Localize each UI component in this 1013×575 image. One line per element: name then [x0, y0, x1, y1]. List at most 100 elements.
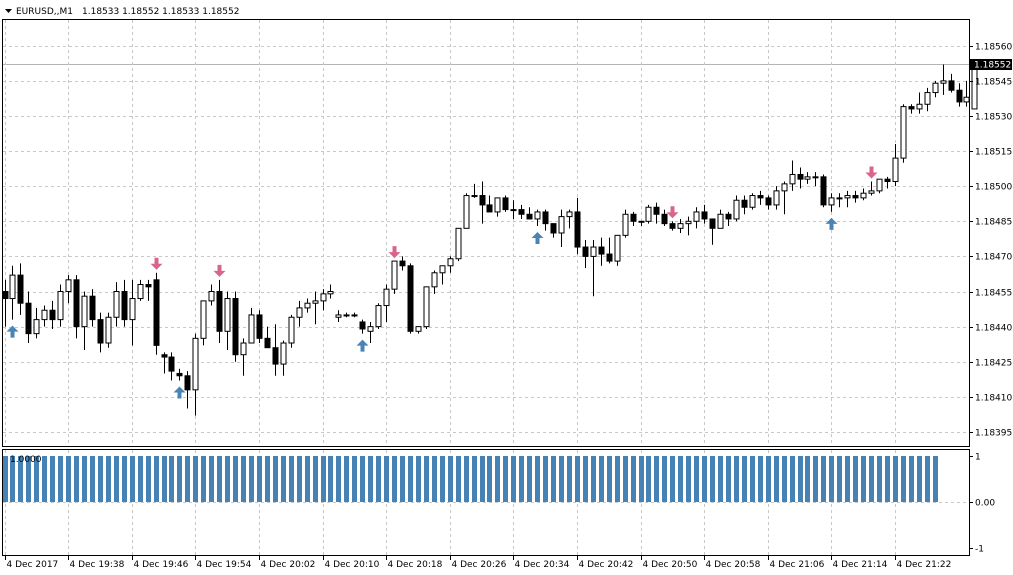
candle[interactable]	[892, 144, 899, 187]
candle[interactable]	[661, 209, 668, 226]
candle[interactable]	[184, 371, 191, 409]
candle[interactable]	[590, 240, 597, 297]
candle[interactable]	[439, 265, 446, 285]
candle[interactable]	[653, 202, 660, 224]
candle[interactable]	[844, 190, 851, 208]
candle[interactable]	[709, 218, 716, 245]
candle[interactable]	[502, 195, 509, 212]
candle[interactable]	[423, 286, 430, 329]
candle[interactable]	[121, 279, 128, 327]
candle[interactable]	[296, 300, 303, 327]
candle[interactable]	[701, 204, 708, 224]
candle[interactable]	[757, 190, 764, 205]
candle[interactable]	[73, 275, 80, 339]
candle[interactable]	[49, 300, 56, 329]
candle[interactable]	[367, 321, 374, 344]
candle[interactable]	[81, 291, 88, 351]
candle[interactable]	[25, 291, 32, 344]
candle[interactable]	[932, 80, 939, 98]
candle[interactable]	[908, 104, 915, 114]
candle[interactable]	[447, 256, 454, 273]
candle[interactable]	[884, 176, 891, 189]
candle[interactable]	[510, 200, 517, 219]
candle[interactable]	[335, 310, 342, 322]
candle[interactable]	[685, 216, 692, 236]
candle[interactable]	[797, 167, 804, 189]
candle[interactable]	[606, 237, 613, 264]
candle[interactable]	[97, 312, 104, 353]
candle[interactable]	[320, 289, 327, 311]
triangle-down-icon[interactable]	[5, 9, 12, 13]
candle[interactable]	[804, 172, 811, 184]
candle[interactable]	[248, 307, 255, 344]
candles[interactable]	[2, 62, 978, 416]
candle[interactable]	[200, 300, 207, 346]
candle[interactable]	[192, 333, 199, 416]
candle[interactable]	[351, 312, 358, 318]
candle[interactable]	[161, 352, 168, 374]
candle[interactable]	[765, 195, 772, 210]
candle[interactable]	[574, 197, 581, 255]
candle[interactable]	[542, 209, 549, 231]
candle[interactable]	[407, 263, 414, 334]
candle[interactable]	[526, 207, 533, 220]
candle[interactable]	[264, 326, 271, 349]
candle[interactable]	[415, 326, 422, 334]
candle[interactable]	[717, 209, 724, 229]
candle[interactable]	[725, 211, 732, 226]
candle[interactable]	[208, 284, 215, 306]
candle[interactable]	[312, 291, 319, 325]
candle[interactable]	[137, 279, 144, 301]
candle[interactable]	[240, 338, 247, 376]
candle[interactable]	[33, 307, 40, 339]
candle[interactable]	[558, 209, 565, 248]
candle[interactable]	[733, 195, 740, 222]
candle[interactable]	[399, 256, 406, 271]
candle[interactable]	[622, 209, 629, 238]
candle[interactable]	[375, 303, 382, 329]
candle[interactable]	[900, 104, 907, 163]
candle[interactable]	[630, 211, 637, 226]
candle[interactable]	[789, 160, 796, 191]
candle[interactable]	[876, 178, 883, 194]
candle[interactable]	[129, 279, 136, 346]
candle[interactable]	[518, 204, 525, 219]
candle[interactable]	[232, 291, 239, 362]
candle[interactable]	[168, 352, 175, 381]
candle[interactable]	[669, 221, 676, 231]
candle[interactable]	[105, 312, 112, 348]
candle[interactable]	[89, 289, 96, 327]
candle[interactable]	[471, 183, 478, 198]
candle[interactable]	[65, 275, 72, 304]
candle[interactable]	[494, 197, 501, 217]
candle[interactable]	[391, 260, 398, 294]
candle[interactable]	[463, 193, 470, 229]
candle[interactable]	[9, 265, 16, 320]
candle[interactable]	[916, 92, 923, 114]
candle[interactable]	[566, 209, 573, 229]
candle[interactable]	[582, 240, 589, 269]
candle[interactable]	[272, 324, 279, 376]
candle[interactable]	[359, 319, 366, 334]
candle[interactable]	[741, 195, 748, 215]
candle[interactable]	[288, 314, 295, 348]
candle[interactable]	[645, 204, 652, 224]
candle[interactable]	[820, 174, 827, 208]
candle[interactable]	[145, 279, 152, 301]
candle[interactable]	[773, 186, 780, 210]
candle[interactable]	[304, 298, 311, 313]
candle[interactable]	[327, 284, 334, 299]
candle[interactable]	[550, 223, 557, 238]
candle[interactable]	[455, 227, 462, 262]
candle[interactable]	[153, 272, 160, 355]
candle[interactable]	[256, 310, 263, 344]
candle[interactable]	[677, 218, 684, 233]
candle[interactable]	[41, 305, 48, 327]
candle[interactable]	[781, 181, 788, 215]
candle[interactable]	[940, 64, 947, 95]
candle[interactable]	[598, 237, 605, 266]
candle[interactable]	[113, 282, 120, 327]
candle[interactable]	[383, 284, 390, 322]
candle[interactable]	[956, 83, 963, 107]
